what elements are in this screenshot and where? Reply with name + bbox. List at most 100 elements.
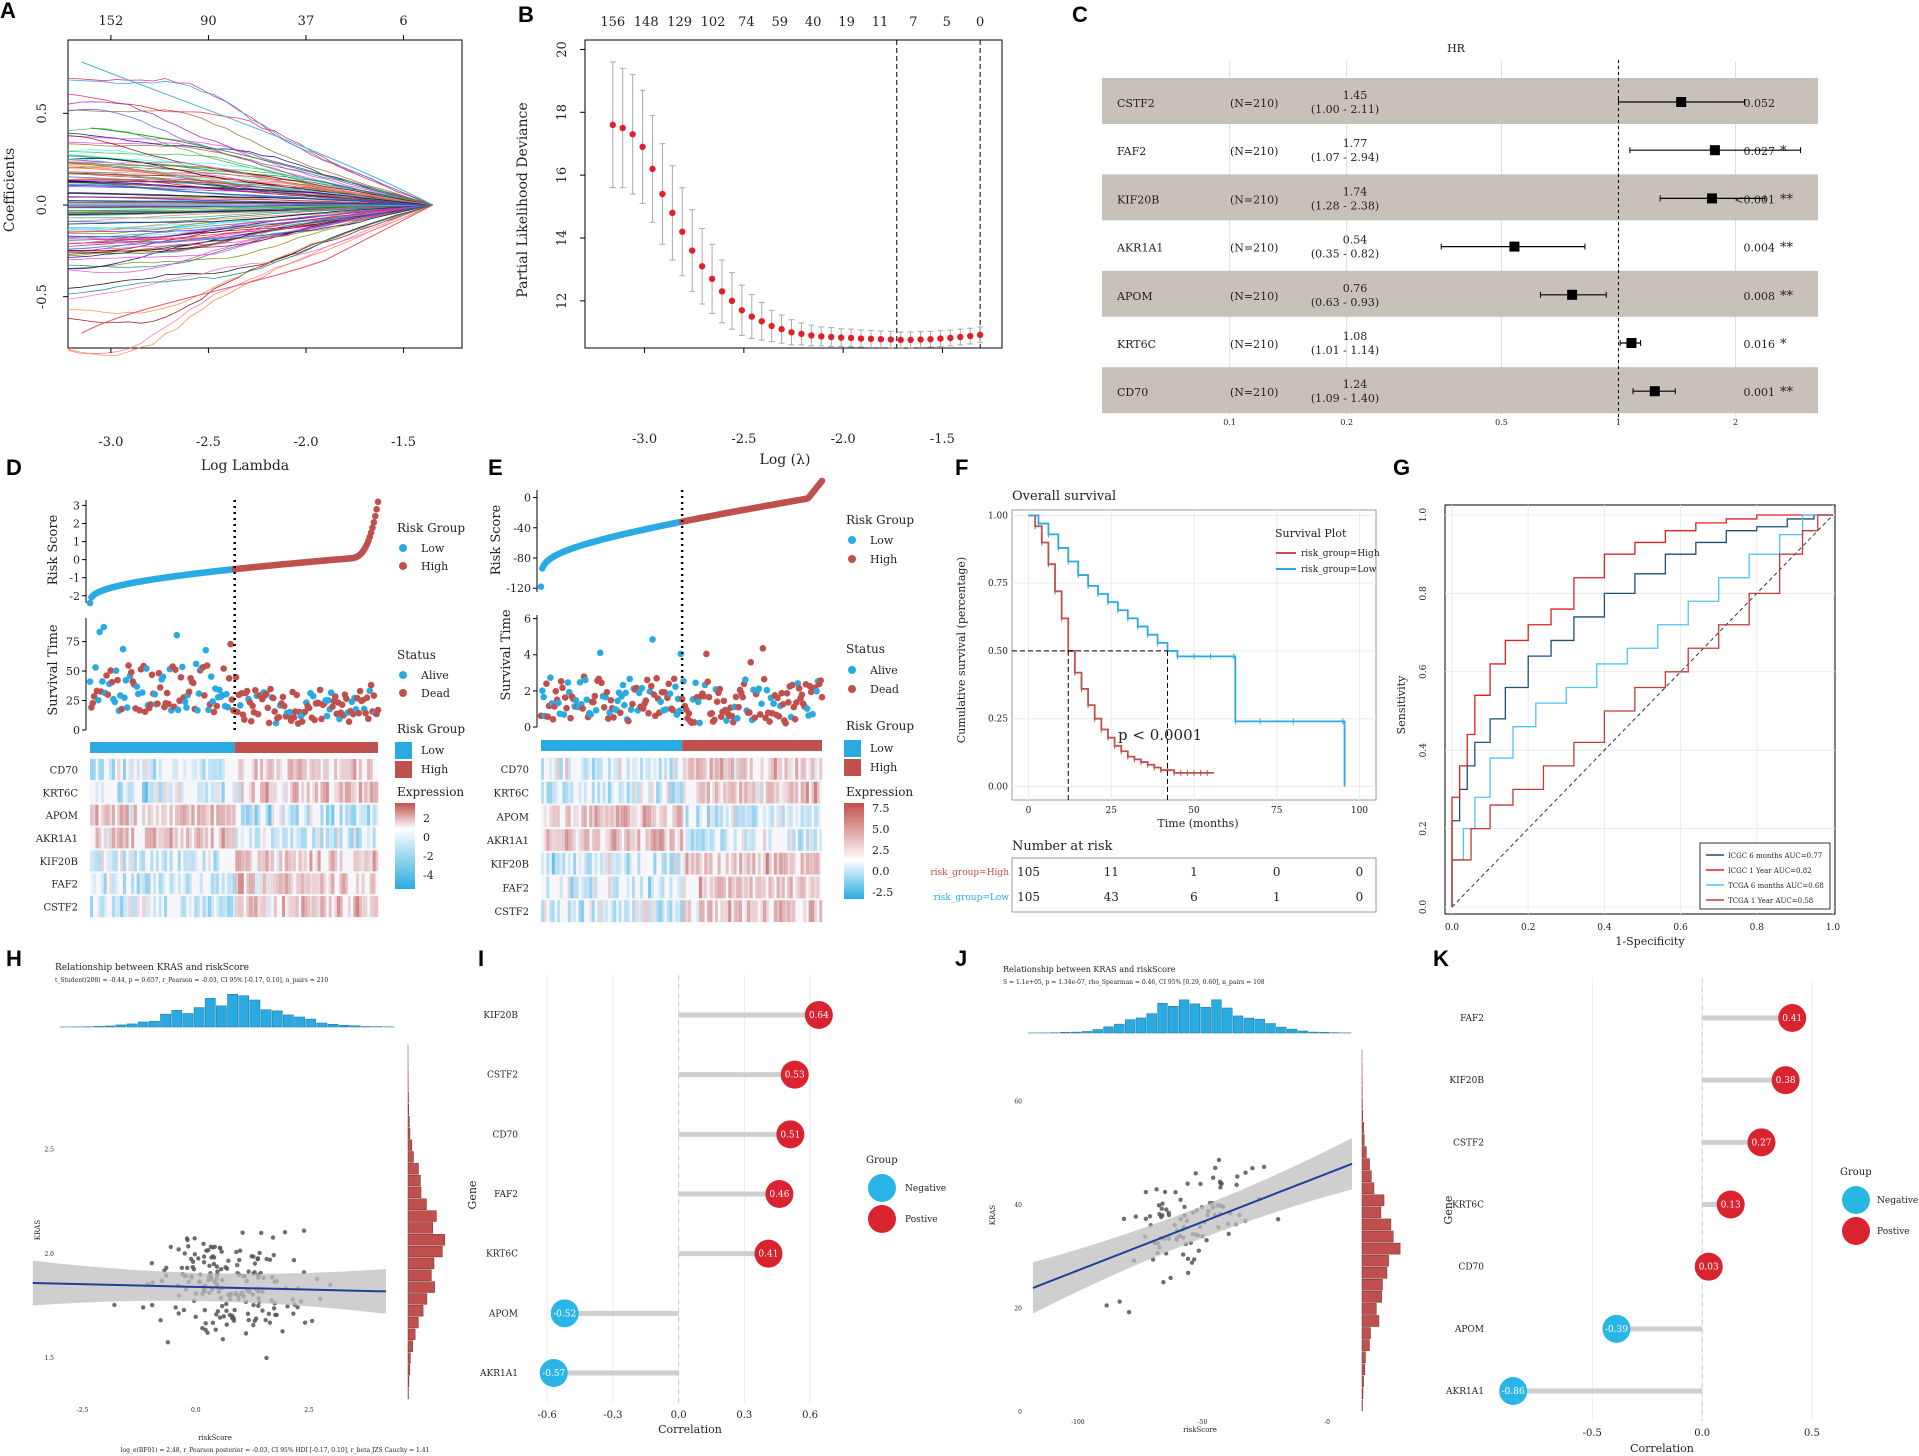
heatmap-cell <box>367 850 371 872</box>
heatmap-cell <box>752 852 756 875</box>
data-point <box>190 1259 196 1264</box>
data-point <box>1226 1231 1231 1237</box>
heatmap-cell <box>789 758 793 780</box>
survival-point <box>555 699 562 707</box>
heatmap-cell <box>328 873 332 895</box>
hist-bar <box>407 1198 427 1210</box>
p-value: 0.008 <box>1744 290 1776 303</box>
heatmap-cell <box>183 873 187 895</box>
error-bars <box>609 61 984 349</box>
heatmap-cell <box>312 896 316 917</box>
hist-bar <box>160 1013 171 1028</box>
survival-point <box>103 672 110 679</box>
heatmap-cell <box>813 805 817 828</box>
risk-table-title: Number at risk <box>1012 839 1113 854</box>
heatmap-cell <box>581 758 585 780</box>
heatmap-cell <box>591 900 595 922</box>
heatmap-cell <box>581 829 585 851</box>
heatmap-cell <box>731 781 734 804</box>
heatmap-bg <box>541 757 822 923</box>
coef-path <box>67 79 433 206</box>
legend-status-title: Status <box>397 648 436 662</box>
data-point <box>295 1304 300 1310</box>
deviance-point <box>887 336 894 343</box>
gene-label: FAF2 <box>51 880 78 891</box>
heatmap-cell <box>100 896 105 917</box>
heatmap-cell <box>736 876 740 899</box>
heatmap-cell <box>704 781 708 804</box>
y-tick-label: 20 <box>1014 1306 1022 1313</box>
heatmap-cell <box>688 852 692 875</box>
heatmap-cell <box>339 827 343 849</box>
heatmap-cell <box>136 896 140 917</box>
row-band <box>1102 367 1818 414</box>
value-label: 0.51 <box>780 1130 800 1140</box>
heatmap-cell <box>658 900 662 922</box>
heatmap-cell <box>246 850 250 872</box>
survival-point <box>165 700 172 708</box>
hist-bar <box>1361 1134 1365 1146</box>
heatmap-cell <box>784 758 788 780</box>
x-ticks: -3.0 -2.5 -2.0 -1.5 <box>98 348 416 450</box>
heatmap-cell <box>725 900 729 922</box>
data-point <box>1178 1197 1183 1203</box>
heatmap-cell <box>356 827 360 849</box>
data-point <box>246 1269 251 1274</box>
heatmap-cell <box>605 900 609 922</box>
heatmap-cell <box>605 829 609 851</box>
survival-point <box>210 708 218 716</box>
heatmap-cell <box>100 804 105 826</box>
heatmap-cell <box>717 876 721 899</box>
gene-label: KRT6C <box>486 1250 518 1260</box>
heatmap-cell <box>336 896 340 917</box>
heatmap-cell <box>314 873 318 895</box>
heatmap-cell <box>805 805 809 828</box>
x-axis-label: Log Lambda <box>201 458 289 474</box>
gene-label: AKR1A1 <box>486 836 529 847</box>
heatmap-cell <box>637 781 641 804</box>
data-point <box>1143 1216 1149 1222</box>
heatmap-cell <box>276 850 280 872</box>
data-point <box>1173 1190 1178 1195</box>
heatmap-cell <box>760 900 764 922</box>
hist-bar <box>1361 1279 1383 1291</box>
survival-point <box>647 682 655 690</box>
deviance-point <box>738 307 746 314</box>
heatmap-cell <box>172 759 176 780</box>
heatmap-cell <box>358 804 362 826</box>
heatmap-cell <box>656 900 660 922</box>
x-tick-label: 0.6 <box>1673 923 1688 933</box>
heatmap-cell <box>559 829 563 851</box>
heatmap-cell <box>733 829 737 851</box>
heatmap-cell <box>271 850 275 872</box>
hist-bar <box>407 1186 422 1199</box>
heatmap-cell <box>142 804 146 826</box>
y-tick-label: 0 <box>73 554 80 567</box>
coef-path <box>67 196 433 206</box>
heatmap-cell <box>243 804 247 826</box>
heatmap-cell <box>265 873 269 895</box>
heatmap-cell <box>631 781 635 804</box>
x-tick-label: -2.0 <box>831 432 856 447</box>
survival-point <box>269 694 277 702</box>
heatmap-cell <box>787 876 791 899</box>
hist-bar <box>1168 1006 1179 1034</box>
heatmap-cell <box>249 896 253 917</box>
legend-bar-title: Risk Group <box>846 719 914 733</box>
heatmap-cell <box>698 900 702 922</box>
heatmap-cell <box>648 781 652 804</box>
heatmap-cell <box>240 804 244 826</box>
heatmap-cell <box>136 759 140 780</box>
heatmap-cell <box>541 900 544 922</box>
heatmap-cell <box>795 781 799 804</box>
heatmap-cell <box>562 781 566 804</box>
survival-point <box>86 678 94 685</box>
hist-bar <box>1361 1351 1366 1363</box>
heatmap-cell <box>213 873 217 895</box>
lollipop-head <box>804 1001 833 1029</box>
heatmap-cell <box>645 758 649 780</box>
x-tick-label: 50 <box>1188 806 1200 816</box>
panel-label-g: G <box>1393 455 1410 480</box>
heatmap-cell <box>650 876 654 899</box>
